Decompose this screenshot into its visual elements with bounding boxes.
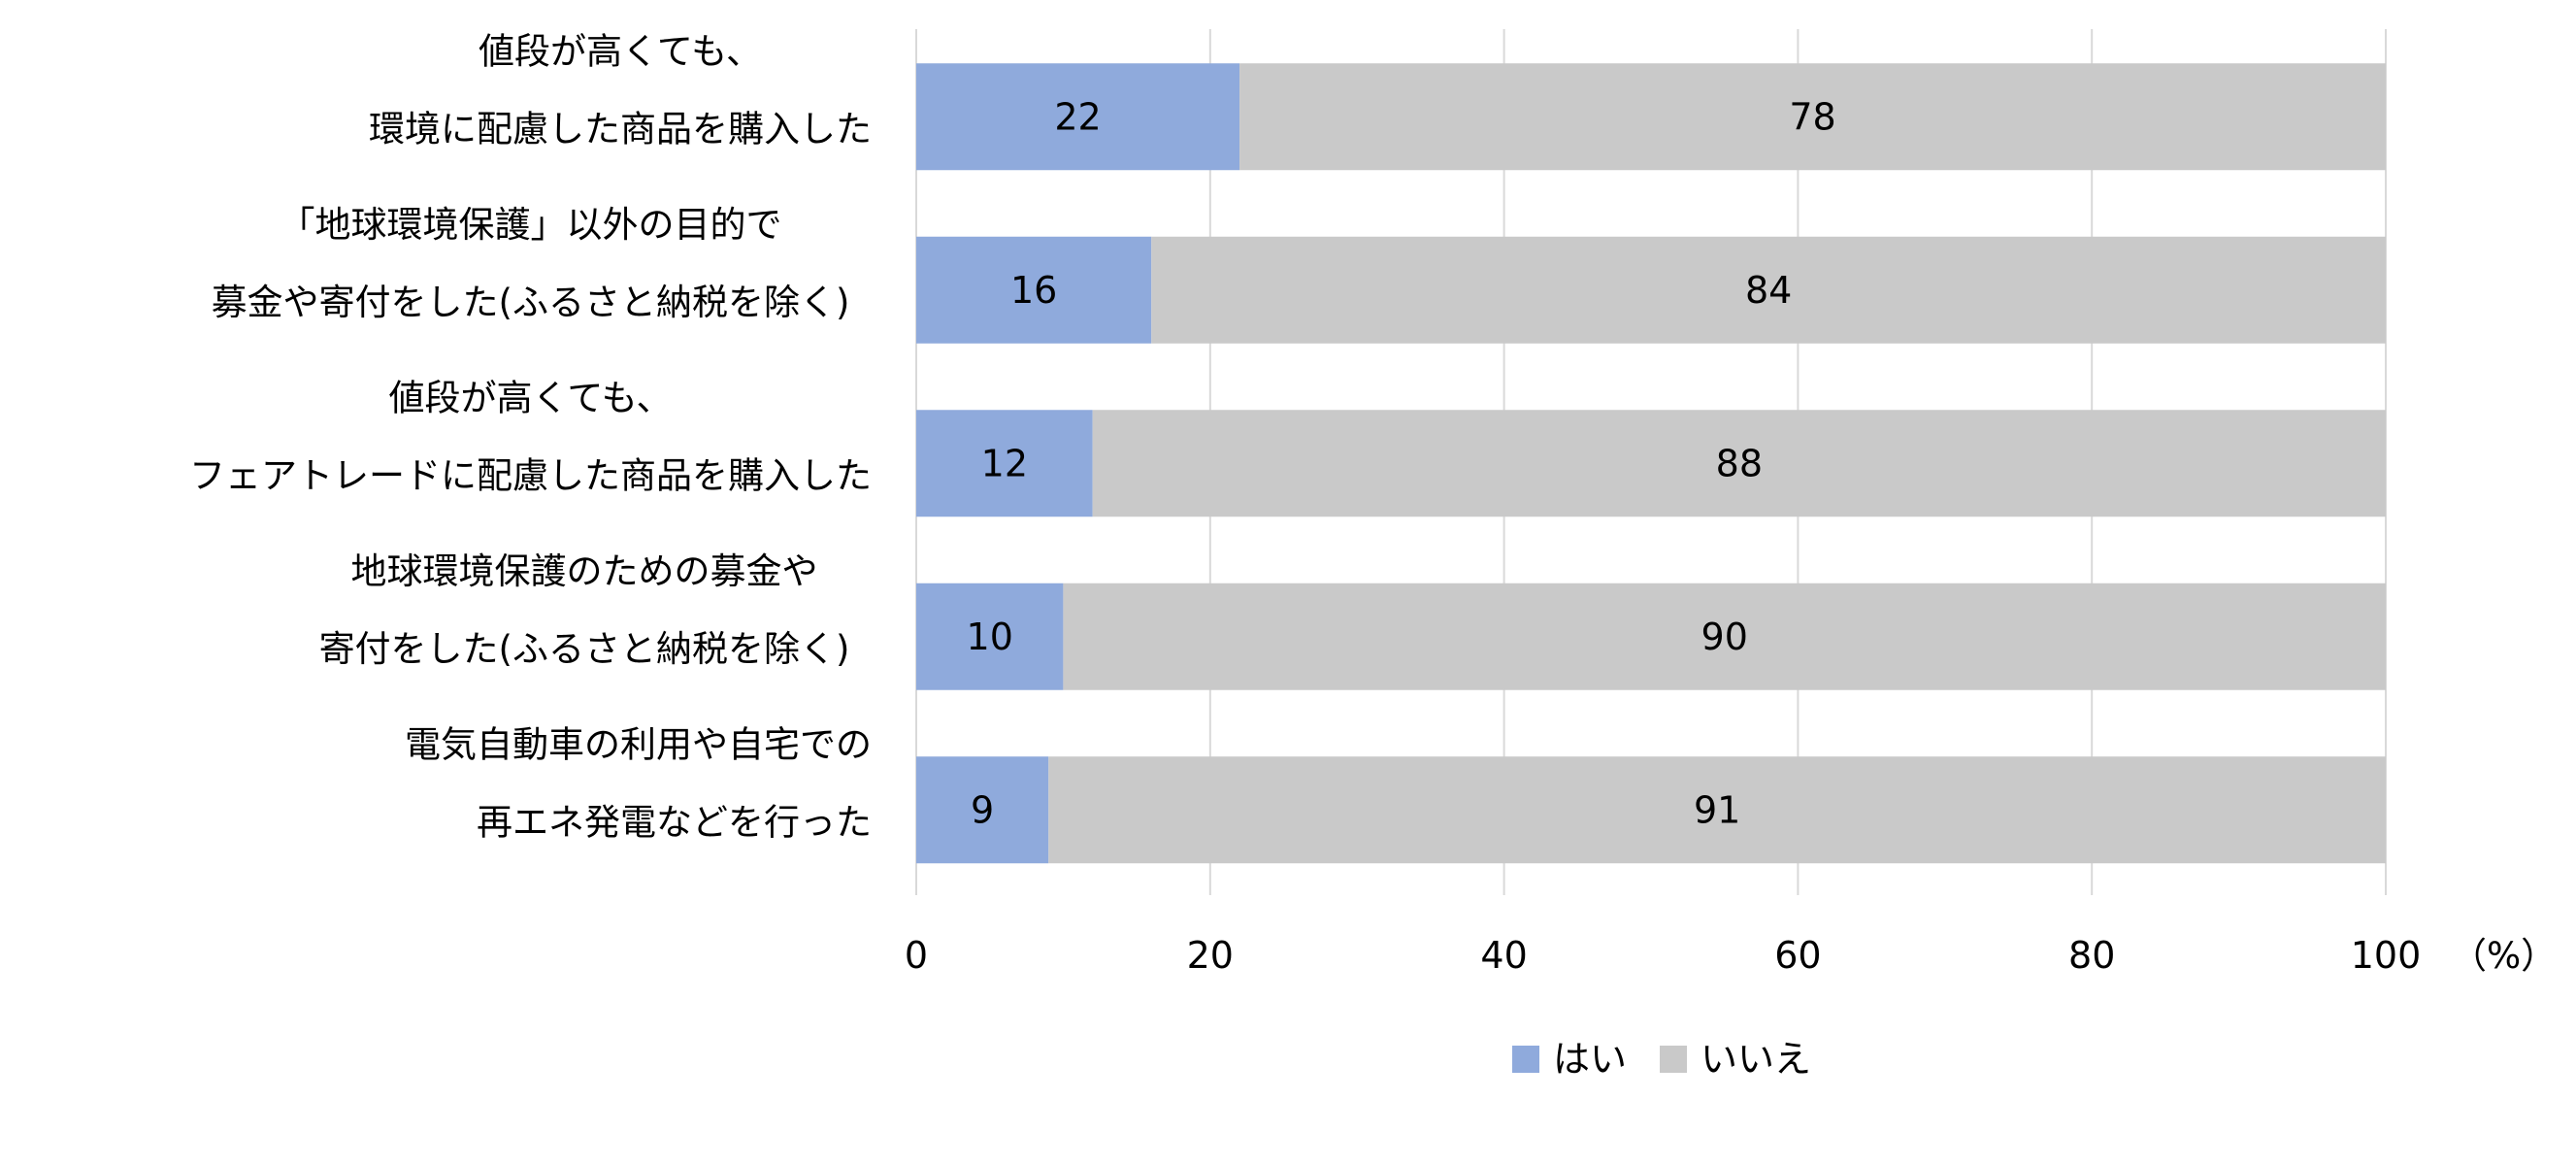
bar-no <box>1239 63 2386 171</box>
data-label: 16 <box>1010 269 1057 312</box>
unit-label: （%） <box>2451 935 2557 977</box>
data-label: 22 <box>1054 95 1101 138</box>
data-label: 78 <box>1789 95 1835 138</box>
x-tick-label: 80 <box>2068 934 2115 977</box>
data-label: 12 <box>981 442 1028 484</box>
data-label: 10 <box>967 616 1013 658</box>
category-label: 「地球環境保護」以外の目的で募金や寄付をした(ふるさと納税を除く) <box>212 204 850 323</box>
bar-no <box>1151 236 2386 344</box>
legend-label-no: いいえ <box>1701 1038 1811 1081</box>
bar-no <box>1092 410 2386 517</box>
legend-label-yes: はい <box>1553 1038 1627 1081</box>
x-axis-ticks: 0 20 40 60 80 100 <box>905 934 2421 977</box>
bars: 22 78 16 84 12 88 10 90 9 91 <box>916 63 2386 864</box>
data-label: 88 <box>1716 442 1763 484</box>
legend: はい いいえ <box>1512 1038 1811 1081</box>
bar-yes <box>916 410 1093 517</box>
legend-swatch-no <box>1660 1046 1687 1073</box>
x-tick-label: 100 <box>2351 934 2422 977</box>
bar-yes <box>916 583 1064 690</box>
x-tick-label: 60 <box>1774 934 1821 977</box>
x-tick-label: 40 <box>1480 934 1527 977</box>
bar-no <box>1048 756 2386 864</box>
data-label: 91 <box>1694 788 1740 831</box>
category-label: 値段が高くても、フェアトレードに配慮した商品を購入した <box>189 377 872 496</box>
category-label: 電気自動車の利用や自宅での再エネ発電などを行った <box>405 723 872 843</box>
category-labels: 値段が高くても、環境に配慮した商品を購入した「地球環境保護」以外の目的で募金や寄… <box>189 30 872 843</box>
bar-yes <box>916 63 1240 171</box>
category-label: 値段が高くても、環境に配慮した商品を購入した <box>369 30 872 150</box>
x-tick-label: 0 <box>905 934 928 977</box>
bar-no <box>1063 583 2386 690</box>
legend-swatch-yes <box>1512 1046 1539 1073</box>
x-tick-label: 20 <box>1187 934 1234 977</box>
bar-yes <box>916 756 1049 864</box>
data-label: 90 <box>1701 616 1748 658</box>
data-label: 84 <box>1745 269 1792 312</box>
category-label: 地球環境保護のための募金や寄付をした(ふるさと納税を除く) <box>319 550 850 670</box>
bar-yes <box>916 236 1152 344</box>
data-label: 9 <box>971 788 994 831</box>
